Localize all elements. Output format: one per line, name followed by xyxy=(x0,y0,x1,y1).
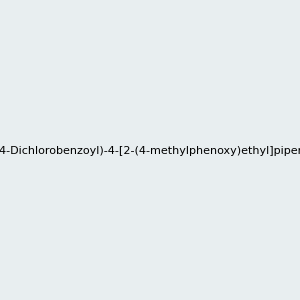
Text: 1-(2,4-Dichlorobenzoyl)-4-[2-(4-methylphenoxy)ethyl]piperazine: 1-(2,4-Dichlorobenzoyl)-4-[2-(4-methylph… xyxy=(0,146,300,157)
